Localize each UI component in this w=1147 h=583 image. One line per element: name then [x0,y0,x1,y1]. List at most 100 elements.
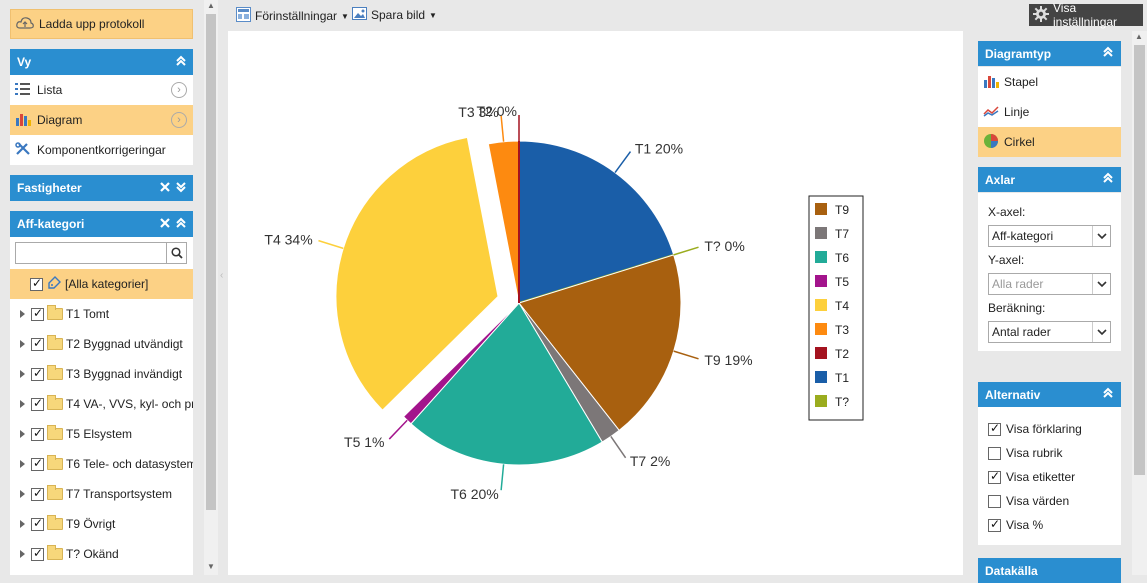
search-icon[interactable] [167,242,187,264]
diagramtyp-panel: Stapel Linje Cirkel [978,67,1121,157]
category-item[interactable]: T1 Tomt [10,299,193,329]
chevron-down-icon[interactable] [1092,322,1110,342]
legend-label[interactable]: T4 [835,299,849,313]
category-checkbox[interactable] [31,486,44,501]
y-axis-select[interactable]: Alla rader [988,273,1111,295]
option-checkbox[interactable] [988,446,1001,460]
option-visa-varden[interactable]: Visa värden [978,489,1121,513]
collapse-icon[interactable] [1102,386,1114,403]
data-label: T2 0% [477,103,517,119]
category-item[interactable]: T4 VA-, VVS, kyl- och processmedia [10,389,193,419]
sidebar-scrollbar[interactable]: ▲ ▼ [204,0,218,575]
category-item[interactable]: T2 Byggnad utvändigt [10,329,193,359]
collapse-icon[interactable] [1102,45,1114,62]
chevron-down-icon[interactable] [1092,274,1110,294]
x-axis-select[interactable]: Aff-kategori [988,225,1111,247]
save-image-button[interactable]: Spara bild ▼ [352,7,437,23]
expand-arrow-icon[interactable] [20,430,25,438]
option-checkbox[interactable] [988,421,1001,436]
option-checkbox[interactable] [988,469,1001,484]
legend-label[interactable]: T6 [835,251,849,265]
legend-label[interactable]: T2 [835,347,849,361]
category-item[interactable]: T5 Elsystem [10,419,193,449]
collapse-icon[interactable] [1102,171,1114,188]
diagramtyp-panel-title: Diagramtyp [985,46,1052,61]
expand-arrow-icon[interactable] [20,460,25,468]
scroll-down-icon[interactable]: ▼ [207,562,215,571]
legend-label[interactable]: T3 [835,323,849,337]
legend-label[interactable]: T5 [835,275,849,289]
axlar-panel-header[interactable]: Axlar [978,167,1121,192]
category-all[interactable]: [Alla kategorier] [10,269,193,299]
scroll-up-icon[interactable]: ▲ [1135,32,1143,41]
pie-slice-T4[interactable] [335,136,499,411]
vy-item-diagram[interactable]: Diagram › [10,105,193,135]
category-all-checkbox[interactable] [30,276,43,291]
category-item[interactable]: T7 Transportsystem [10,479,193,509]
expand-arrow-icon[interactable] [20,550,25,558]
category-checkbox[interactable] [31,366,44,381]
pie-slice-T1[interactable] [518,140,675,304]
option-checkbox[interactable] [988,517,1001,532]
legend-label[interactable]: T? [835,395,849,409]
scroll-up-icon[interactable]: ▲ [207,1,215,10]
chart-type-stapel[interactable]: Stapel [978,67,1121,97]
option-visa-procent[interactable]: Visa % [978,513,1121,537]
legend-label[interactable]: T7 [835,227,849,241]
collapse-icon[interactable] [175,54,187,68]
vy-item-label: Diagram [37,113,83,127]
diagramtyp-panel-header[interactable]: Diagramtyp [978,41,1121,66]
category-item[interactable]: T6 Tele- och datasystem [10,449,193,479]
legend-label[interactable]: T1 [835,371,849,385]
category-checkbox[interactable] [31,396,44,411]
expand-arrow-icon[interactable] [20,490,25,498]
show-settings-button[interactable]: Visa inställningar [1029,1,1143,29]
category-checkbox[interactable] [31,306,44,321]
category-checkbox[interactable] [31,426,44,441]
pie-slice-T9[interactable] [518,254,682,432]
category-checkbox[interactable] [31,516,44,531]
pie-chart-icon [983,133,999,152]
option-visa-forklaring[interactable]: Visa förklaring [978,417,1121,441]
chevron-down-icon[interactable] [1092,226,1110,246]
option-checkbox[interactable] [988,494,1001,508]
category-checkbox[interactable] [31,336,44,351]
expand-arrow-icon[interactable] [20,370,25,378]
expand-arrow-icon[interactable] [20,340,25,348]
settings-scrollbar[interactable]: ▲ [1132,31,1147,575]
vy-panel-header[interactable]: Vy [10,49,193,75]
option-visa-etiketter[interactable]: Visa etiketter [978,465,1121,489]
presets-button[interactable]: Förinställningar ▼ [236,7,349,25]
datakalla-panel-header[interactable]: Datakälla [978,558,1121,583]
legend-swatch [815,299,827,311]
expand-arrow-icon[interactable] [20,400,25,408]
scrollbar-thumb[interactable] [206,14,216,510]
category-item[interactable]: T9 Övrigt [10,509,193,539]
upload-protocol-button[interactable]: Ladda upp protokoll [10,9,193,39]
chevron-right-icon: › [171,112,187,128]
aff-kategori-panel-header[interactable]: Aff-kategori [10,211,193,237]
legend-label[interactable]: T9 [835,203,849,217]
category-item[interactable]: T3 Byggnad invändigt [10,359,193,389]
alternativ-panel-header[interactable]: Alternativ [978,382,1121,407]
category-item[interactable]: T? Okänd [10,539,193,569]
expand-arrow-icon[interactable] [20,310,25,318]
expand-arrow-icon[interactable] [20,520,25,528]
calculation-select[interactable]: Antal rader [988,321,1111,343]
category-checkbox[interactable] [31,456,44,471]
category-checkbox[interactable] [31,546,44,561]
scrollbar-thumb[interactable] [1134,45,1145,475]
chart-type-linje[interactable]: Linje [978,97,1121,127]
collapse-sidebar-icon[interactable]: ‹ [220,270,224,281]
collapse-icon[interactable] [175,216,187,233]
clear-filter-icon[interactable] [159,180,171,197]
fastigheter-panel-header[interactable]: Fastigheter [10,175,193,201]
clear-filter-icon[interactable] [159,216,171,233]
vy-item-komponentkorrigeringar[interactable]: Komponentkorrigeringar [10,135,193,165]
expand-icon[interactable] [175,180,187,197]
option-visa-rubrik[interactable]: Visa rubrik [978,441,1121,465]
axlar-panel: X-axel: Aff-kategori Y-axel: Alla rader … [978,193,1121,351]
vy-item-lista[interactable]: Lista › [10,75,193,105]
category-search-input[interactable] [15,242,167,264]
chart-type-cirkel[interactable]: Cirkel [978,127,1121,157]
